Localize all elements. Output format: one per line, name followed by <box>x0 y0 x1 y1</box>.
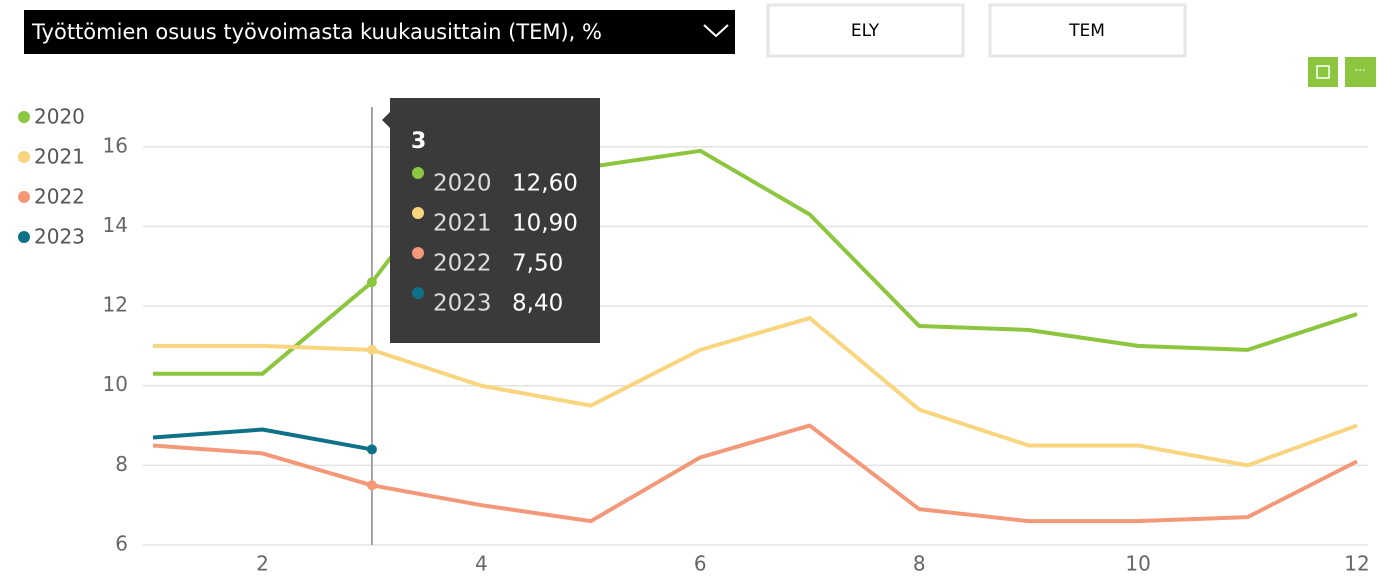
button[interactable] <box>766 3 965 58</box>
tooltip-value: 7,50 <box>512 251 563 277</box>
x-tick-label: 4 <box>475 552 488 576</box>
tooltip-value: 10,90 <box>512 211 578 237</box>
dropdown[interactable] <box>24 10 735 54</box>
tooltip-pointer <box>382 112 390 128</box>
y-tick-label: 16 <box>103 133 128 157</box>
hover-point <box>366 277 377 288</box>
x-tick-label: 8 <box>913 552 926 576</box>
tooltip-title: 3 <box>411 129 426 154</box>
button-label: ELY <box>851 21 880 41</box>
legend-label: 2021 <box>34 145 85 169</box>
tooltip-value: 12,60 <box>512 171 578 197</box>
button-label: TEM <box>1068 21 1105 41</box>
legend-dot <box>18 191 30 203</box>
hover-point <box>366 344 377 355</box>
tooltip-value: 8,40 <box>512 291 563 317</box>
tooltip-name: 2023 <box>433 291 492 317</box>
legend-label: 2023 <box>34 225 85 249</box>
series-line <box>153 316 1358 468</box>
x-tick-label: 2 <box>256 552 269 576</box>
button[interactable] <box>988 3 1187 58</box>
series-line <box>152 427 373 452</box>
y-tick-label: 14 <box>103 213 128 237</box>
y-tick-label: 8 <box>115 452 128 476</box>
tooltip-name: 2021 <box>433 211 492 237</box>
dropdown-label: Työttömien osuus työvoimasta kuukausitta… <box>31 20 602 44</box>
x-tick-label: 12 <box>1344 552 1369 576</box>
tooltip-name: 2022 <box>433 251 492 277</box>
legend-dot <box>18 231 30 243</box>
focus-icon[interactable] <box>1308 57 1338 87</box>
y-tick-label: 10 <box>103 372 128 396</box>
hover-point <box>366 480 377 491</box>
x-tick-label: 6 <box>694 552 707 576</box>
hover-point <box>366 444 377 455</box>
focus-glyph <box>1316 65 1330 79</box>
tooltip <box>390 98 600 343</box>
tooltip-dot <box>412 287 424 299</box>
series-line <box>152 423 1358 524</box>
legend-label: 2020 <box>34 105 85 129</box>
y-tick-label: 12 <box>103 293 128 317</box>
legend-dot <box>18 111 30 123</box>
y-tick-label: 6 <box>115 532 128 556</box>
tooltip-dot <box>412 207 424 219</box>
chevron <box>703 24 729 38</box>
more-icon[interactable] <box>1345 57 1376 87</box>
tooltip-dot <box>412 247 424 259</box>
x-tick-label: 10 <box>1125 552 1150 576</box>
tooltip-dot <box>412 167 424 179</box>
more-glyph: ··· <box>1354 64 1365 78</box>
tooltip-name: 2020 <box>433 171 492 197</box>
legend-label: 2022 <box>34 185 85 209</box>
series-line <box>153 136 1358 376</box>
legend-dot <box>18 151 30 163</box>
